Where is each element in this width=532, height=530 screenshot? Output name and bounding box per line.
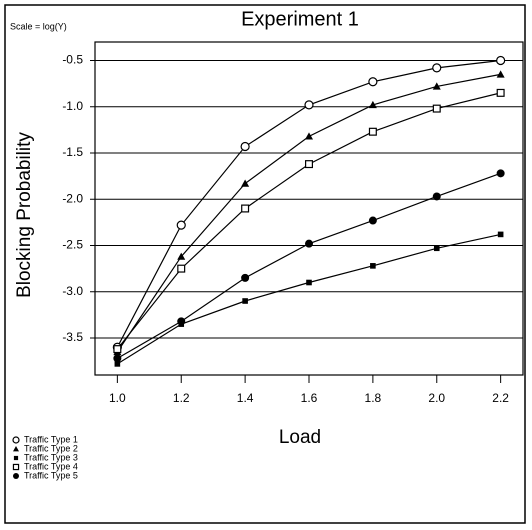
marker xyxy=(12,436,20,444)
marker xyxy=(13,455,19,461)
marker xyxy=(496,55,506,66)
frame xyxy=(4,4,526,524)
marker xyxy=(13,446,19,452)
series-line xyxy=(117,233,501,365)
marker xyxy=(13,473,19,479)
x-tick-label: 2.2 xyxy=(492,391,509,405)
y-tick-label: -0.5 xyxy=(62,53,83,67)
marker xyxy=(496,88,505,97)
x-axis-label: Load xyxy=(279,427,321,448)
marker xyxy=(113,345,122,354)
y-axis-label: Blocking Probability xyxy=(14,132,35,298)
marker xyxy=(306,279,312,286)
marker xyxy=(113,354,122,363)
legend-label: Traffic Type 4 xyxy=(24,461,78,471)
plot-area xyxy=(94,41,524,376)
marker xyxy=(496,169,505,178)
x-tick-label: 2.0 xyxy=(428,391,445,405)
y-tick-label: -3.0 xyxy=(62,284,83,298)
marker xyxy=(432,63,442,73)
legend-label: Traffic Type 5 xyxy=(24,470,78,480)
marker xyxy=(240,141,250,152)
marker xyxy=(432,192,441,201)
legend-label: Traffic Type 1 xyxy=(24,434,78,444)
x-tick-label: 1.6 xyxy=(301,391,318,405)
series-line xyxy=(116,73,501,353)
marker xyxy=(12,463,20,471)
marker xyxy=(305,132,313,140)
marker xyxy=(368,127,377,136)
y-tick-label: -3.5 xyxy=(62,330,83,344)
marker xyxy=(368,100,377,109)
marker xyxy=(432,104,441,113)
marker xyxy=(433,245,440,252)
marker xyxy=(177,264,186,273)
series-line xyxy=(116,92,501,350)
marker xyxy=(368,77,378,87)
marker xyxy=(176,220,186,230)
x-tick-label: 1.8 xyxy=(365,391,382,405)
y-tick-label: -2.0 xyxy=(62,191,83,205)
x-tick-label: 1.0 xyxy=(109,391,126,405)
marker xyxy=(304,100,314,110)
marker xyxy=(241,273,250,282)
y-tick-label: -2.5 xyxy=(62,238,83,252)
marker xyxy=(241,204,250,213)
marker xyxy=(305,160,314,169)
chart-title: Experiment 1 xyxy=(241,8,359,30)
marker xyxy=(242,298,248,304)
marker xyxy=(177,252,186,260)
legend-label: Traffic Type 3 xyxy=(24,452,78,462)
marker xyxy=(432,82,441,90)
marker xyxy=(177,317,186,326)
y-tick-label: -1.0 xyxy=(62,99,83,113)
x-tick-label: 1.4 xyxy=(237,391,254,405)
marker xyxy=(305,239,313,248)
legend-label: Traffic Type 2 xyxy=(24,443,78,453)
marker xyxy=(368,216,377,225)
marker xyxy=(497,231,504,238)
annotation: Scale = log(Y) xyxy=(10,21,67,31)
y-tick-label: -1.5 xyxy=(62,145,83,159)
marker xyxy=(114,361,121,367)
marker xyxy=(241,179,250,187)
marker xyxy=(496,70,505,78)
x-tick-label: 1.2 xyxy=(173,391,190,405)
marker xyxy=(370,263,376,269)
